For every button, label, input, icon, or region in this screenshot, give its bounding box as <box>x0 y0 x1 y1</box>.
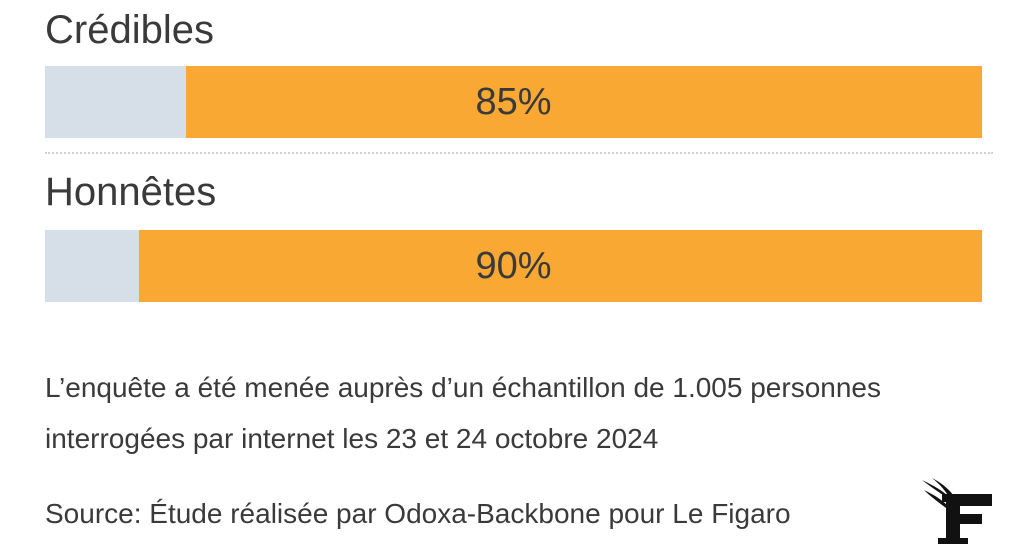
bar-row-credibles: Crédibles 85% <box>45 0 982 138</box>
bar-fill <box>138 230 982 302</box>
survey-note: L’enquête a été menée auprès d’un échant… <box>45 372 881 454</box>
le-figaro-logo-icon <box>922 478 992 544</box>
category-label: Honnêtes <box>45 170 217 214</box>
category-label: Crédibles <box>45 8 214 52</box>
bar-track: 85% <box>45 66 982 138</box>
bar-value-label: 90% <box>475 244 552 287</box>
divider <box>45 152 993 154</box>
bar-row-honnetes: Honnêtes 90% <box>45 154 982 302</box>
bar-value-label: 85% <box>475 80 552 123</box>
source-text: Source: Étude réalisée par Odoxa-Backbon… <box>45 498 791 529</box>
bar-chart: Crédibles 85% Honnêtes 90% <box>45 0 993 302</box>
bar-fill <box>185 66 982 138</box>
bar-track: 90% <box>45 230 982 302</box>
